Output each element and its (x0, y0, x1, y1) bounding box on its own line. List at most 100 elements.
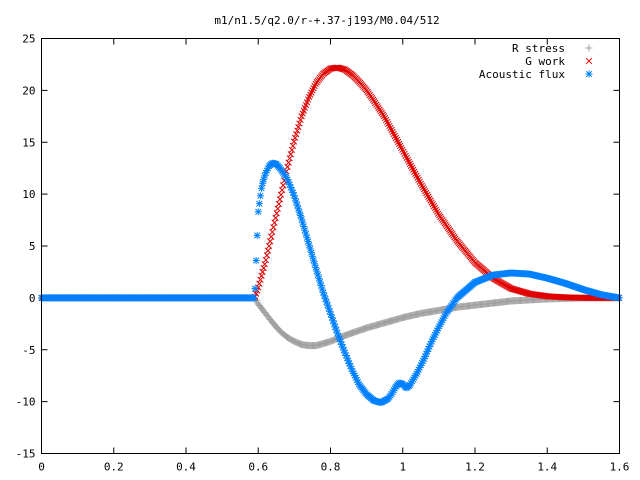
series-acoustic-flux (38, 159, 623, 407)
data-point (270, 224, 277, 231)
x-tick-label: 0.8 (321, 461, 341, 474)
data-point (332, 326, 340, 334)
data-point (253, 231, 261, 239)
data-point (268, 233, 275, 240)
data-point (339, 65, 346, 73)
data-point (263, 252, 271, 259)
legend-label: R stress (512, 42, 565, 55)
data-point (265, 242, 273, 250)
data-point (419, 184, 427, 191)
data-point (294, 127, 301, 134)
x-tick-label: 1.2 (465, 461, 485, 474)
data-point (277, 191, 285, 198)
chart-title: m1/n1.5/q2.0/r-+.37-j193/M0.04/512 (214, 14, 439, 27)
data-point (296, 120, 303, 127)
x-tick-label: 1.4 (537, 461, 557, 474)
y-tick-label: 15 (22, 136, 35, 149)
data-point (256, 192, 264, 200)
x-tick-label: 0 (38, 461, 45, 474)
data-point (293, 131, 300, 138)
data-point (418, 182, 426, 189)
data-point (308, 252, 316, 260)
y-tick-label: 10 (22, 188, 35, 201)
data-point (423, 189, 430, 197)
data-point (312, 264, 320, 272)
data-point (297, 212, 305, 220)
data-point (295, 208, 303, 216)
data-point (251, 285, 259, 293)
data-point (424, 191, 431, 199)
x-tick-label: 0.6 (248, 461, 268, 474)
chart-marks (38, 64, 623, 407)
legend-marker (585, 44, 593, 52)
y-tick-label: 0 (29, 292, 36, 305)
legend-label: Acoustic flux (479, 68, 565, 81)
data-point (289, 142, 297, 149)
data-point (430, 203, 437, 210)
series-g-work (38, 64, 623, 302)
data-point (273, 210, 280, 217)
data-point (269, 228, 276, 236)
legend-label: G work (525, 55, 565, 68)
data-point (280, 182, 287, 189)
x-tick-label: 1 (399, 461, 406, 474)
y-tick-label: 25 (22, 33, 35, 46)
y-tick-label: -5 (22, 344, 35, 357)
data-point (432, 206, 440, 214)
data-point (284, 163, 291, 170)
data-point (274, 205, 281, 212)
data-point (260, 264, 267, 272)
data-point (272, 214, 279, 222)
data-point (431, 204, 439, 212)
data-point (429, 201, 436, 208)
y-tick-label: 5 (29, 240, 36, 253)
data-point (264, 247, 272, 254)
data-point (291, 134, 299, 141)
data-point (261, 261, 268, 268)
x-tick-label: 1.6 (610, 461, 630, 474)
data-point (287, 151, 294, 158)
data-point (276, 196, 284, 203)
data-point (262, 256, 269, 264)
data-point (258, 272, 265, 279)
data-point (428, 199, 435, 206)
data-point (258, 184, 266, 192)
y-tick-label: -10 (16, 396, 36, 409)
data-point (252, 257, 260, 265)
data-point (290, 138, 298, 145)
data-point (426, 195, 433, 202)
data-point (267, 238, 274, 245)
data-point (286, 155, 293, 162)
data-point (288, 146, 295, 154)
data-point (257, 276, 264, 283)
data-point (417, 180, 424, 187)
data-point (255, 200, 263, 208)
data-point (295, 123, 302, 131)
data-point (421, 188, 429, 195)
data-point (318, 285, 326, 293)
data-point (275, 200, 282, 208)
data-point (259, 268, 266, 276)
data-point (298, 215, 306, 223)
data-point (285, 159, 292, 166)
x-tick-label: 0.2 (104, 461, 124, 474)
data-point (427, 197, 434, 204)
y-tick-label: 20 (22, 84, 35, 97)
data-point (425, 193, 432, 200)
data-point (250, 294, 258, 302)
data-point (254, 208, 262, 216)
chart-axes: 0 0.2 0.4 0.6 0.8 1 1.2 1.4 1.6 -15 -10 -5 0 5 10 15 20 2… (16, 33, 630, 474)
data-point (271, 219, 278, 226)
plot-frame (41, 38, 620, 454)
legend-marker (585, 57, 593, 65)
data-point (317, 282, 325, 290)
data-point (433, 208, 441, 215)
y-tick-label: -15 (16, 448, 36, 461)
data-point (293, 201, 301, 209)
data-point (278, 186, 286, 194)
legend-marker (585, 70, 593, 78)
x-tick-label: 0.4 (176, 461, 196, 474)
data-point (297, 116, 304, 124)
